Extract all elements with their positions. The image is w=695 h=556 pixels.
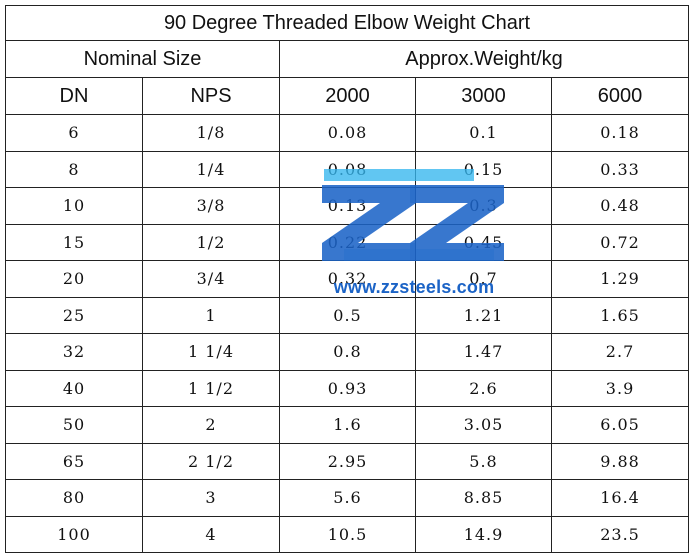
cell-nps: 2 [142, 406, 280, 444]
cell-weight-6000: 0.18 [550, 114, 690, 152]
cell-weight-3000: 2.6 [415, 369, 552, 407]
cell-weight-2000: 0.5 [279, 296, 416, 334]
cell-nps: 1 1/2 [142, 369, 280, 407]
cell-weight-3000: 0.15 [415, 150, 552, 188]
cell-nps: 3/8 [142, 187, 280, 225]
cell-weight-6000: 6.05 [550, 406, 690, 444]
cell-weight-6000: 1.65 [550, 296, 690, 334]
header-nps: NPS [142, 77, 280, 115]
cell-dn: 50 [5, 406, 143, 444]
table-row: 6 1/8 0.08 0.1 0.18 [5, 114, 690, 152]
cell-nps: 1 1/4 [142, 333, 280, 371]
cell-weight-6000: 0.33 [550, 150, 690, 188]
cell-nps: 3/4 [142, 260, 280, 298]
table-row: 80 3 5.6 8.85 16.4 [5, 479, 690, 517]
header-nominal-size: Nominal Size [5, 40, 280, 78]
cell-weight-6000: 1.29 [550, 260, 690, 298]
cell-weight-2000: 0.32 [279, 260, 416, 298]
cell-nps: 1 [142, 296, 280, 334]
table-row: 20 3/4 0.32 0.7 1.29 [5, 260, 690, 298]
cell-weight-2000: 2.95 [279, 442, 416, 480]
cell-weight-3000: 0.1 [415, 114, 552, 152]
table-row: 32 1 1/4 0.8 1.47 2.7 [5, 333, 690, 371]
table-row: 65 2 1/2 2.95 5.8 9.88 [5, 442, 690, 480]
cell-dn: 8 [5, 150, 143, 188]
cell-nps: 4 [142, 515, 280, 553]
cell-weight-3000: 3.05 [415, 406, 552, 444]
cell-weight-2000: 5.6 [279, 479, 416, 517]
header-class-3000: 3000 [415, 77, 552, 115]
cell-dn: 65 [5, 442, 143, 480]
cell-nps: 2 1/2 [142, 442, 280, 480]
header-class-2000: 2000 [279, 77, 416, 115]
table-row: 50 2 1.6 3.05 6.05 [5, 406, 690, 444]
cell-dn: 20 [5, 260, 143, 298]
cell-weight-6000: 0.72 [550, 223, 690, 261]
table-title: 90 Degree Threaded Elbow Weight Chart [4, 5, 690, 41]
table-row: 100 4 10.5 14.9 23.5 [5, 515, 690, 553]
cell-weight-3000: 0.7 [415, 260, 552, 298]
cell-weight-3000: 5.8 [415, 442, 552, 480]
cell-weight-2000: 0.8 [279, 333, 416, 371]
cell-dn: 80 [5, 479, 143, 517]
cell-nps: 3 [142, 479, 280, 517]
cell-dn: 10 [5, 187, 143, 225]
cell-weight-2000: 0.13 [279, 187, 416, 225]
cell-weight-3000: 0.3 [415, 187, 552, 225]
cell-weight-6000: 16.4 [550, 479, 690, 517]
weight-chart: 90 Degree Threaded Elbow Weight Chart No… [4, 5, 690, 553]
cell-dn: 40 [5, 369, 143, 407]
cell-dn: 25 [5, 296, 143, 334]
cell-weight-6000: 0.48 [550, 187, 690, 225]
cell-nps: 1/2 [142, 223, 280, 261]
table-body: 6 1/8 0.08 0.1 0.18 8 1/4 0.08 0.15 0.33 10 3/8 0.13… [5, 114, 690, 553]
cell-nps: 1/4 [142, 150, 280, 188]
cell-weight-2000: 0.08 [279, 150, 416, 188]
cell-weight-3000: 14.9 [415, 515, 552, 553]
header-class-6000: 6000 [550, 77, 690, 115]
cell-dn: 100 [5, 515, 143, 553]
cell-weight-6000: 9.88 [550, 442, 690, 480]
cell-weight-6000: 2.7 [550, 333, 690, 371]
cell-weight-3000: 8.85 [415, 479, 552, 517]
cell-weight-2000: 10.5 [279, 515, 416, 553]
cell-dn: 6 [5, 114, 143, 152]
cell-nps: 1/8 [142, 114, 280, 152]
cell-weight-2000: 0.93 [279, 369, 416, 407]
table-row: 40 1 1/2 0.93 2.6 3.9 [5, 369, 690, 407]
table-row: 10 3/8 0.13 0.3 0.48 [5, 187, 690, 225]
cell-weight-3000: 1.47 [415, 333, 552, 371]
cell-weight-6000: 23.5 [550, 515, 690, 553]
cell-weight-2000: 0.22 [279, 223, 416, 261]
table-row: 15 1/2 0.22 0.45 0.72 [5, 223, 690, 261]
cell-dn: 32 [5, 333, 143, 371]
header-approx-weight: Approx.Weight/kg [278, 40, 690, 78]
cell-weight-3000: 0.45 [415, 223, 552, 261]
cell-weight-2000: 0.08 [279, 114, 416, 152]
cell-weight-3000: 1.21 [415, 296, 552, 334]
table-row: 25 1 0.5 1.21 1.65 [5, 296, 690, 334]
cell-weight-2000: 1.6 [279, 406, 416, 444]
cell-weight-6000: 3.9 [550, 369, 690, 407]
cell-dn: 15 [5, 223, 143, 261]
table-row: 8 1/4 0.08 0.15 0.33 [5, 150, 690, 188]
header-dn: DN [5, 77, 143, 115]
weight-table: 90 Degree Threaded Elbow Weight Chart No… [4, 5, 690, 553]
